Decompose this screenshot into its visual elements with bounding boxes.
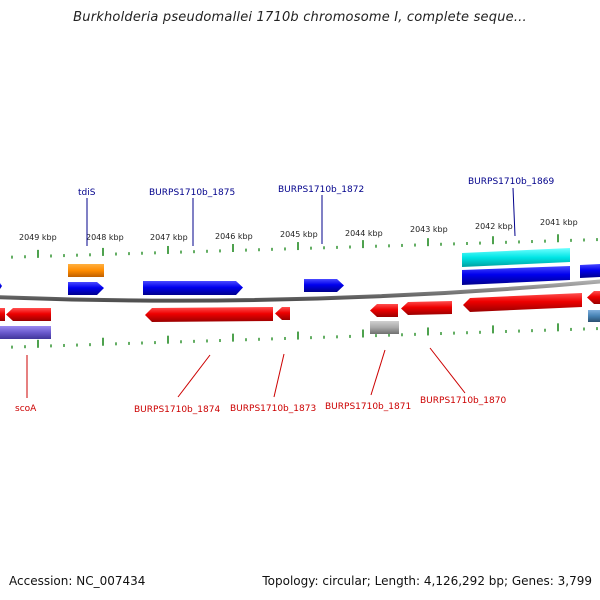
gene-label-BURPS1710b_1875[interactable]: BURPS1710b_1875 bbox=[149, 188, 235, 198]
feature-purple[interactable] bbox=[0, 326, 51, 339]
gene-label-scoA[interactable]: scoA bbox=[15, 404, 37, 414]
gene-BURPS1710b_1873[interactable] bbox=[275, 307, 290, 320]
topology-summary: Topology: circular; Length: 4,126,292 bp… bbox=[262, 574, 592, 588]
accession-text: Accession: NC_007434 bbox=[9, 574, 146, 588]
gene-label-BURPS1710b_1873[interactable]: BURPS1710b_1873 bbox=[230, 404, 316, 414]
gene-BURPS1710b_1869[interactable] bbox=[462, 266, 570, 285]
leader-lines-plus bbox=[86, 187, 516, 246]
scale-label: 2049 kbp bbox=[19, 233, 57, 242]
gene-label-BURPS1710b_1870[interactable]: BURPS1710b_1870 bbox=[420, 396, 506, 406]
gene-label-BURPS1710b_1872[interactable]: BURPS1710b_1872 bbox=[278, 185, 364, 195]
gene-label-BURPS1710b_1869[interactable]: BURPS1710b_1869 bbox=[468, 177, 554, 187]
gene-BURPS1710b_1875[interactable] bbox=[143, 281, 243, 295]
gene-BURPS1710b_1874[interactable] bbox=[145, 307, 273, 322]
gene-partial-right-forward[interactable] bbox=[580, 264, 600, 278]
gene-partial-right-reverse[interactable] bbox=[587, 291, 600, 304]
feature-gray[interactable] bbox=[370, 321, 399, 334]
map-title: Burkholderia pseudomallei 1710b chromoso… bbox=[73, 10, 527, 25]
scale-ticks-outer bbox=[11, 234, 598, 259]
feature-orange[interactable] bbox=[68, 264, 104, 277]
gene-label-BURPS1710b_1871[interactable]: BURPS1710b_1871 bbox=[325, 402, 411, 412]
feature-steel[interactable] bbox=[588, 310, 600, 322]
chromosome-backbone bbox=[0, 279, 600, 303]
gene-label-BURPS1710b_1874[interactable]: BURPS1710b_1874 bbox=[134, 405, 220, 415]
scale-label: 2042 kbp bbox=[475, 222, 513, 231]
gene-tdiS[interactable] bbox=[68, 282, 104, 295]
scale-label: 2043 kbp bbox=[410, 225, 448, 234]
gene-partial-left-reverse[interactable] bbox=[0, 308, 5, 321]
gene-reverse-right[interactable] bbox=[463, 293, 582, 312]
scale-ticks-inner bbox=[11, 323, 598, 349]
gene-BURPS1710b_1872[interactable] bbox=[304, 279, 344, 292]
scale-label: 2045 kbp bbox=[280, 230, 318, 239]
gene-partial-left-forward[interactable] bbox=[0, 283, 2, 289]
scale-label: 2041 kbp bbox=[540, 218, 578, 227]
gene-BURPS1710b_1870[interactable] bbox=[401, 301, 452, 315]
scale-label: 2044 kbp bbox=[345, 229, 383, 238]
leader-lines-minus bbox=[26, 347, 466, 398]
gene-scoA[interactable] bbox=[6, 308, 51, 321]
feature-cyan[interactable] bbox=[462, 248, 570, 267]
scale-label: 2048 kbp bbox=[86, 233, 124, 242]
gene-BURPS1710b_1871[interactable] bbox=[370, 304, 398, 317]
scale-label: 2046 kbp bbox=[215, 232, 253, 241]
scale-label: 2047 kbp bbox=[150, 233, 188, 242]
gene-label-tdiS[interactable]: tdiS bbox=[78, 188, 96, 198]
